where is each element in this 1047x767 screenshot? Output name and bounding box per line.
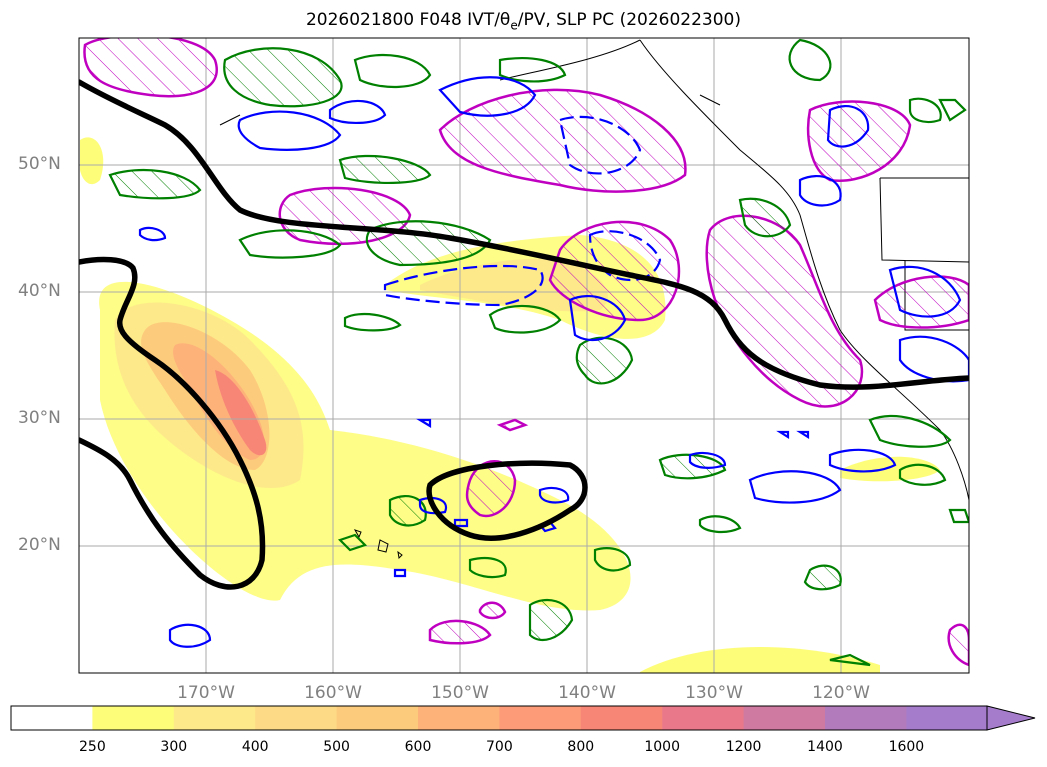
colorbar-cell — [825, 706, 907, 730]
colorbar-tick-label: 600 — [404, 739, 432, 755]
lon-tick-label: 130°W — [685, 683, 743, 703]
colorbar-cell — [580, 706, 663, 730]
map-frame — [78, 37, 970, 674]
lat-tick-label: 40°N — [18, 281, 61, 301]
colorbar-tick-label: 250 — [79, 739, 106, 755]
lat-tick-label: 20°N — [18, 535, 61, 555]
colorbar-cell — [662, 706, 745, 730]
colorbar-cell — [92, 706, 175, 730]
lon-tick-label: 160°W — [304, 683, 362, 703]
colorbar-tick-label: 1200 — [725, 739, 762, 755]
theta-e-contours — [108, 38, 969, 667]
colorbar-cell — [743, 706, 826, 730]
lon-tick-label: 150°W — [431, 683, 489, 703]
lat-tick-label: 30°N — [18, 408, 61, 428]
colorbar-cell — [499, 706, 582, 730]
lat-tick-label: 50°N — [18, 154, 61, 174]
colorbar-frame — [10, 705, 988, 731]
colorbar-cell — [173, 706, 256, 730]
coastlines — [219, 39, 969, 560]
colorbar-tick-label: 800 — [567, 739, 595, 755]
lon-tick-label: 170°W — [177, 683, 235, 703]
colorbar-cell — [255, 706, 338, 730]
map-title: 2026021800 F048 IVT/θe/PV, SLP PC (20260… — [305, 10, 742, 33]
colorbar-tick-label: 1400 — [807, 739, 843, 755]
colorbar-tick-label: 1600 — [888, 739, 925, 755]
colorbar-cell — [418, 706, 500, 730]
colorbar-cell — [906, 706, 989, 730]
lon-tick-label: 140°W — [558, 683, 616, 703]
colorbar-tick-label: 700 — [486, 739, 513, 755]
slp-contours — [79, 79, 969, 590]
colorbar-tick-label: 400 — [241, 739, 269, 755]
colorbar-tick-label: 500 — [323, 739, 350, 755]
colorbar-tick-label: 1000 — [644, 739, 681, 755]
colorbar-cell — [11, 706, 93, 730]
colorbar-tick-label: 300 — [160, 739, 188, 755]
lon-tick-label: 120°W — [812, 683, 870, 703]
colorbar-cell — [336, 706, 419, 730]
colorbar-extend-arrow — [986, 705, 1036, 731]
